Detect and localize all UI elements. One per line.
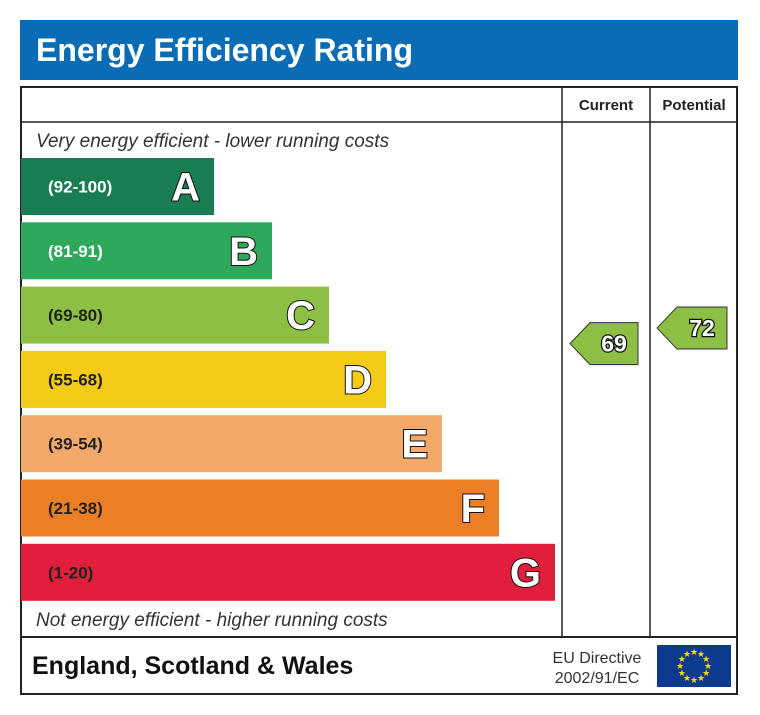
band-letter: F <box>461 487 485 531</box>
star-icon: ★ <box>690 675 698 685</box>
band-range: (92-100) <box>48 178 112 197</box>
current-header: Current <box>579 97 633 114</box>
title-bar <box>20 20 738 80</box>
band-letter: E <box>401 423 428 467</box>
potential-rating-marker: 72 <box>656 306 728 350</box>
band-range: (55-68) <box>48 370 103 389</box>
band-range: (21-38) <box>48 499 103 518</box>
band-e: (39-54) E <box>21 415 442 473</box>
band-f: (21-38) F <box>21 479 499 537</box>
band-letter: D <box>343 358 372 402</box>
band-range: (39-54) <box>48 435 103 454</box>
star-icon: ★ <box>683 649 691 659</box>
band-letter: C <box>286 294 315 338</box>
star-icon: ★ <box>690 647 698 657</box>
band-letter: B <box>229 230 258 274</box>
star-icon: ★ <box>683 673 691 683</box>
potential-header: Potential <box>662 97 725 114</box>
potential-arrow <box>656 306 728 350</box>
band-bar <box>21 158 214 215</box>
band-c: (69-80) C <box>21 286 329 344</box>
star-icon: ★ <box>697 649 705 659</box>
band-bar <box>21 543 555 601</box>
band-bar <box>21 415 442 473</box>
potential-value: 72 <box>689 315 715 341</box>
band-a: (92-100) A <box>21 158 214 215</box>
current-value: 69 <box>601 331 627 357</box>
bottom-note: Not energy efficient - higher running co… <box>36 610 388 631</box>
band-b: (81-91) B <box>21 222 272 280</box>
star-icon: ★ <box>704 661 712 671</box>
star-icon: ★ <box>678 668 686 678</box>
region-label: England, Scotland & Wales <box>32 652 353 680</box>
star-icon: ★ <box>676 661 684 671</box>
band-bar <box>21 222 272 280</box>
band-letter: G <box>510 551 541 595</box>
band-range: (81-91) <box>48 242 103 261</box>
star-icon: ★ <box>697 673 705 683</box>
current-rating-marker: 69 <box>569 322 639 366</box>
band-range: (1-20) <box>48 563 93 582</box>
band-letter: A <box>171 166 200 210</box>
chart-title: Energy Efficiency Rating <box>36 32 413 68</box>
band-range: (69-80) <box>48 306 103 325</box>
band-bar <box>21 479 499 537</box>
band-bar <box>21 286 329 344</box>
band-d: (55-68) D <box>21 350 386 408</box>
band-bar <box>21 350 386 408</box>
eu-flag-icon: ★★★★★★★★★★★★ <box>657 645 731 687</box>
current-arrow <box>569 322 639 366</box>
band-g: (1-20) G <box>21 543 555 601</box>
star-icon: ★ <box>702 668 710 678</box>
directive-line1: EU Directive <box>553 650 642 667</box>
star-icon: ★ <box>702 654 710 664</box>
directive-line2: 2002/91/EC <box>555 670 640 687</box>
top-note: Very energy efficient - lower running co… <box>36 131 390 152</box>
star-icon: ★ <box>678 654 686 664</box>
